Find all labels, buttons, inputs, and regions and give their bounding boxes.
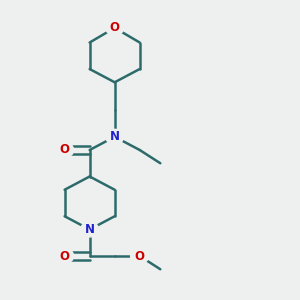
Text: O: O [60,143,70,157]
Ellipse shape [56,142,74,158]
Ellipse shape [106,129,124,144]
Text: O: O [135,250,145,262]
Text: N: N [85,223,94,236]
Text: O: O [60,250,70,262]
Ellipse shape [106,20,124,35]
Text: O: O [110,21,120,34]
Ellipse shape [81,222,99,237]
Ellipse shape [130,249,149,263]
Ellipse shape [56,249,74,263]
Text: N: N [110,130,120,143]
